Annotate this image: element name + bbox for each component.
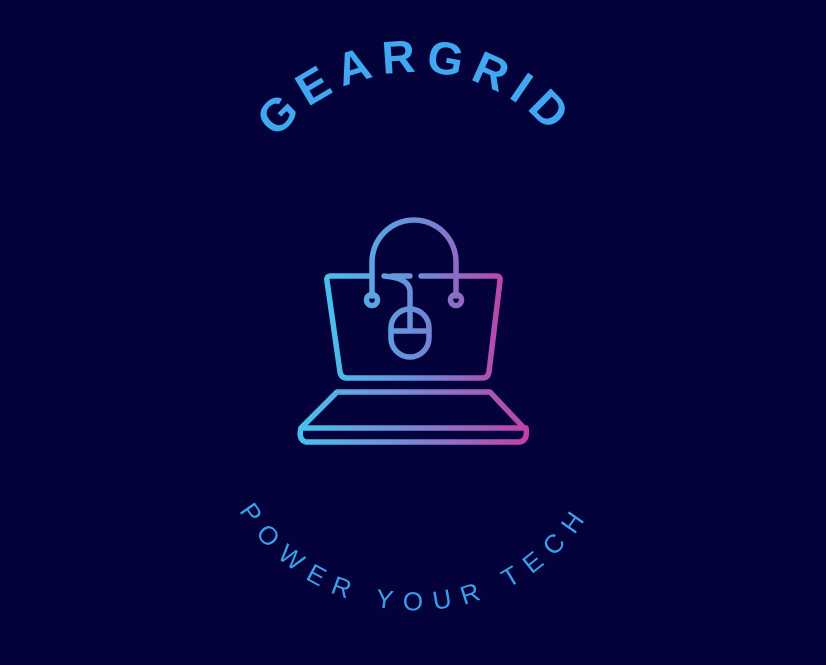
tagline: POWER YOUR TECH (234, 497, 596, 616)
laptop-base-icon (297, 389, 530, 445)
brand-name: GEARGRID (246, 29, 585, 145)
shopping-bag-laptop-mouse-icon (324, 217, 503, 381)
